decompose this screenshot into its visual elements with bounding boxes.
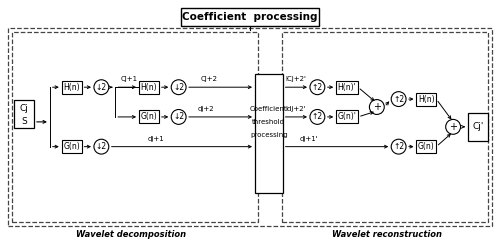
Text: Cj+1: Cj+1: [120, 76, 138, 82]
Text: ↓2: ↓2: [173, 112, 184, 121]
Text: dj+1': dj+1': [300, 136, 318, 142]
FancyBboxPatch shape: [139, 110, 159, 123]
Text: processing: processing: [250, 132, 288, 138]
FancyBboxPatch shape: [139, 81, 159, 94]
FancyBboxPatch shape: [255, 74, 282, 193]
Text: ↓2: ↓2: [96, 142, 107, 151]
Text: Cj': Cj': [472, 122, 484, 131]
Circle shape: [171, 80, 186, 95]
Text: S: S: [21, 117, 27, 126]
Circle shape: [391, 92, 406, 107]
Text: threshold: threshold: [252, 119, 286, 125]
Text: H(n)': H(n)': [338, 83, 356, 92]
Circle shape: [171, 109, 186, 124]
Text: +: +: [373, 102, 381, 112]
Text: G(n)': G(n)': [338, 112, 356, 121]
Text: G(n): G(n): [64, 142, 80, 151]
FancyBboxPatch shape: [14, 100, 34, 128]
FancyBboxPatch shape: [62, 140, 82, 153]
Text: dj+1: dj+1: [148, 136, 164, 142]
FancyBboxPatch shape: [416, 140, 436, 153]
FancyBboxPatch shape: [336, 110, 358, 123]
Text: ↑2: ↑2: [393, 142, 404, 151]
Circle shape: [391, 139, 406, 154]
Text: Wavelet reconstruction: Wavelet reconstruction: [332, 230, 442, 239]
Circle shape: [310, 109, 325, 124]
Text: Wavelet decomposition: Wavelet decomposition: [76, 230, 186, 239]
Text: ↑2: ↑2: [393, 95, 404, 104]
Circle shape: [94, 80, 109, 95]
Text: Coefficient: Coefficient: [250, 106, 288, 112]
Text: ↑2: ↑2: [312, 112, 323, 121]
Text: H(n): H(n): [418, 95, 434, 104]
Bar: [282, 32, 488, 222]
Bar: [12, 32, 258, 222]
FancyBboxPatch shape: [180, 8, 320, 26]
Text: Cj: Cj: [20, 104, 28, 114]
Text: Cj+2: Cj+2: [200, 76, 218, 82]
Circle shape: [370, 100, 384, 114]
Text: H(n): H(n): [64, 83, 80, 92]
Text: G(n): G(n): [418, 142, 435, 151]
Text: ↓2: ↓2: [173, 83, 184, 92]
Text: H(n): H(n): [140, 83, 157, 92]
Text: Idj+2': Idj+2': [286, 106, 306, 112]
Text: G(n): G(n): [140, 112, 158, 121]
Bar: [8, 28, 492, 226]
Text: dj+2: dj+2: [198, 106, 214, 112]
FancyBboxPatch shape: [336, 81, 358, 94]
Text: Coefficient  processing: Coefficient processing: [182, 12, 318, 22]
Circle shape: [446, 120, 460, 134]
Circle shape: [310, 80, 325, 95]
Text: ↓2: ↓2: [96, 83, 107, 92]
Text: ↑2: ↑2: [312, 83, 323, 92]
FancyBboxPatch shape: [62, 81, 82, 94]
FancyBboxPatch shape: [416, 93, 436, 106]
FancyBboxPatch shape: [468, 113, 488, 141]
Text: +: +: [449, 122, 457, 132]
Text: ICj+2': ICj+2': [286, 76, 306, 82]
Circle shape: [94, 139, 109, 154]
